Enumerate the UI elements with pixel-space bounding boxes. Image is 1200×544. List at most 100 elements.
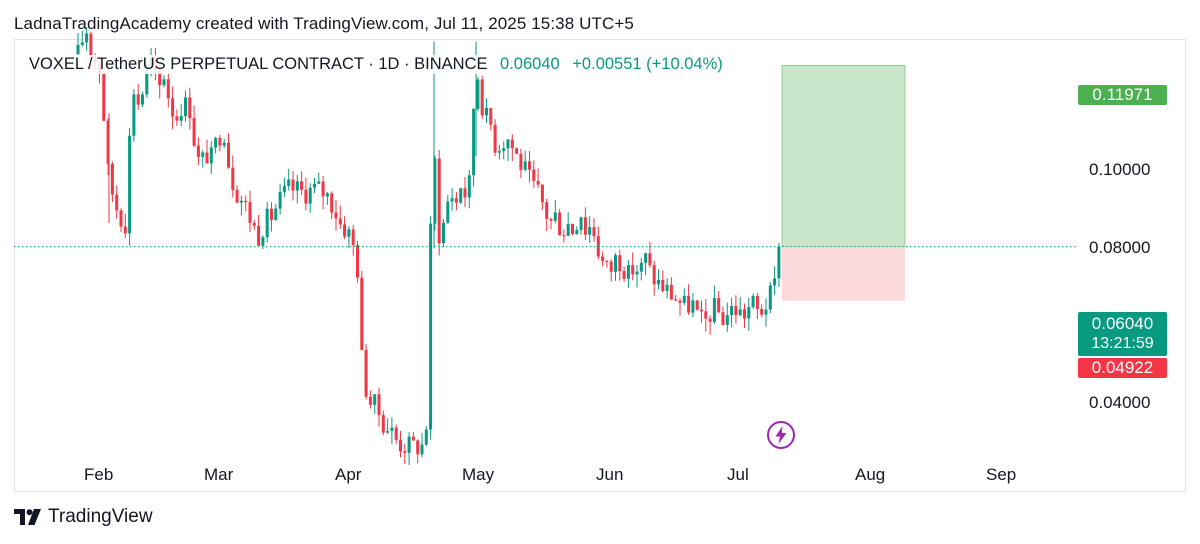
candle-body [257,225,261,246]
candle-body [364,349,368,397]
candle-body [549,218,553,221]
candle-body [467,175,471,198]
candle-body [373,394,377,405]
candle-body [321,181,325,197]
candle-body [403,451,407,453]
candle-body [502,148,506,152]
candle-body [424,429,428,445]
position-zones [781,65,906,301]
candle-body [162,79,166,86]
candle-body [102,73,106,121]
candle-body [652,265,656,285]
candle-body [433,158,437,224]
candle-body [622,271,626,279]
candle-body [308,187,312,204]
candle-body [313,183,316,188]
candle-body [601,256,605,261]
candle-body [110,163,114,195]
candle-body [158,70,162,86]
tradingview-logo[interactable]: TradingView [14,506,153,528]
candle-body [747,307,751,319]
candle-body [674,299,678,301]
candle-body [123,226,127,234]
candle-body [394,427,398,440]
candle-body [648,253,652,266]
candle-body [609,261,613,272]
candle-body [291,179,295,191]
candle-body [519,153,523,170]
candle-body [635,271,639,275]
candle-body [235,189,239,203]
candle-body [184,97,187,117]
candle-body [708,318,712,322]
candle-body [317,181,321,184]
candle-body [188,97,192,119]
symbol-legend[interactable]: VOXEL / TetherUS PERPETUAL CONTRACT · 1D… [26,55,726,74]
candle-body [687,295,691,313]
candle-body [700,309,703,312]
candle-body [760,309,764,315]
candle-body [657,280,660,285]
candle-body [377,394,381,416]
candle-body [717,298,721,313]
x-tick-label: Jul [727,465,749,484]
candle-body [682,295,686,303]
candle-body [261,237,265,246]
candle-body [89,33,93,56]
last-price-tag: 0.06040 13:21:59 [1078,312,1167,356]
candle-body [338,218,342,225]
candle-body [252,223,256,226]
chart-frame [14,39,1186,492]
candle-body [506,139,510,149]
candle-body [295,181,299,191]
y-tick-label: 0.04000 [1089,393,1151,412]
candle-body [614,255,617,272]
candle-body [493,124,497,153]
candle-body [575,230,579,235]
candle-body [209,147,213,164]
candle-body [669,284,673,300]
candle-body [145,63,149,95]
candle-body [721,312,725,325]
candle-body [171,98,175,117]
candle-body [304,189,308,204]
loss-zone [782,246,905,301]
candle-body [751,295,755,308]
candle-body [119,210,123,227]
candle-body [205,152,209,164]
candle-body [631,265,635,275]
candle-body [583,217,587,235]
candle-body [764,309,768,315]
candle-body [553,212,557,221]
candle-body [540,184,544,203]
candle-body [571,223,574,235]
candle-body [334,212,338,219]
candle-body [437,158,441,244]
candle-body [562,235,566,237]
candle-body [214,137,218,148]
candle-body [734,306,738,316]
x-tick-label: May [462,465,495,484]
x-tick-label: Mar [204,465,234,484]
candle-body [85,33,89,43]
candle-body [644,253,648,263]
candle-body [192,118,196,146]
candle-body [196,145,200,157]
candle-body [347,229,351,237]
candle-body [351,229,355,245]
candle-body [738,309,742,316]
candle-body [476,79,480,109]
candle-body [626,265,630,279]
lightning-icon[interactable] [766,420,796,450]
candle-body [768,285,772,310]
candle-body [278,191,282,209]
candle-body [227,142,230,168]
candles [76,27,781,466]
candle-body [128,135,132,234]
candle-body [480,79,484,116]
candle-body [356,244,359,278]
candle-body [420,444,424,455]
candle-body [115,194,119,211]
candle-body [179,116,183,121]
